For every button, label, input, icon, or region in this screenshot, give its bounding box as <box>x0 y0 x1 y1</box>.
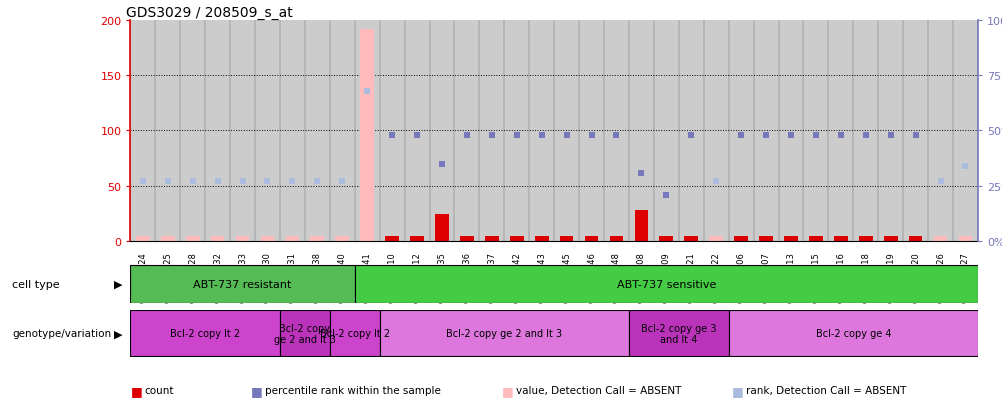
Bar <box>833 236 847 242</box>
Bar <box>136 236 149 242</box>
Bar <box>235 236 249 242</box>
Text: ■: ■ <box>130 384 142 397</box>
Bar <box>380 311 628 356</box>
Text: Bcl-2 copy ge 4: Bcl-2 copy ge 4 <box>815 328 890 339</box>
Bar <box>809 236 822 242</box>
Bar <box>311 236 324 242</box>
Bar <box>609 236 622 242</box>
Bar <box>659 236 672 242</box>
Text: ■: ■ <box>250 384 263 397</box>
Bar <box>958 236 971 242</box>
Bar <box>933 236 947 242</box>
Bar <box>634 211 647 242</box>
Text: ▶: ▶ <box>114 279 122 289</box>
Text: ■: ■ <box>731 384 743 397</box>
Bar <box>727 311 977 356</box>
Bar <box>883 236 897 242</box>
Text: Bcl-2 copy ge 3
and lt 4: Bcl-2 copy ge 3 and lt 4 <box>640 323 715 344</box>
Bar <box>330 311 380 356</box>
Bar <box>708 236 722 242</box>
Bar <box>280 311 330 356</box>
Bar <box>460 236 473 242</box>
Text: rank, Detection Call = ABSENT: rank, Detection Call = ABSENT <box>745 385 906 395</box>
Bar <box>160 236 174 242</box>
Text: ▶: ▶ <box>114 328 122 339</box>
Bar <box>683 236 697 242</box>
Bar <box>784 236 797 242</box>
Text: value, Detection Call = ABSENT: value, Detection Call = ABSENT <box>515 385 680 395</box>
Bar <box>509 236 523 242</box>
Bar <box>733 236 747 242</box>
Text: ABT-737 sensitive: ABT-737 sensitive <box>616 279 715 289</box>
Bar <box>559 236 573 242</box>
Text: GDS3029 / 208509_s_at: GDS3029 / 208509_s_at <box>126 6 293 20</box>
Text: Bcl-2 copy lt 2: Bcl-2 copy lt 2 <box>170 328 240 339</box>
Text: Bcl-2 copy
ge 2 and lt 3: Bcl-2 copy ge 2 and lt 3 <box>274 323 336 344</box>
Text: percentile rank within the sample: percentile rank within the sample <box>265 385 440 395</box>
Bar <box>130 311 280 356</box>
Bar <box>385 236 399 242</box>
Bar <box>261 236 275 242</box>
Bar <box>286 236 299 242</box>
Text: Bcl-2 copy ge 2 and lt 3: Bcl-2 copy ge 2 and lt 3 <box>446 328 562 339</box>
Text: Bcl-2 copy lt 2: Bcl-2 copy lt 2 <box>320 328 390 339</box>
Text: genotype/variation: genotype/variation <box>12 328 111 339</box>
Bar <box>534 236 548 242</box>
Text: ■: ■ <box>501 384 513 397</box>
Bar <box>485 236 498 242</box>
Bar <box>185 236 199 242</box>
Bar <box>360 29 374 242</box>
Bar <box>435 214 448 242</box>
Bar <box>130 265 355 303</box>
Bar <box>410 236 424 242</box>
Bar <box>628 311 727 356</box>
Bar <box>858 236 872 242</box>
Bar <box>335 236 349 242</box>
Bar <box>355 265 977 303</box>
Bar <box>210 236 224 242</box>
Bar <box>759 236 773 242</box>
Text: cell type: cell type <box>12 279 59 289</box>
Text: count: count <box>144 385 173 395</box>
Bar <box>584 236 598 242</box>
Bar <box>908 236 922 242</box>
Text: ABT-737 resistant: ABT-737 resistant <box>193 279 292 289</box>
